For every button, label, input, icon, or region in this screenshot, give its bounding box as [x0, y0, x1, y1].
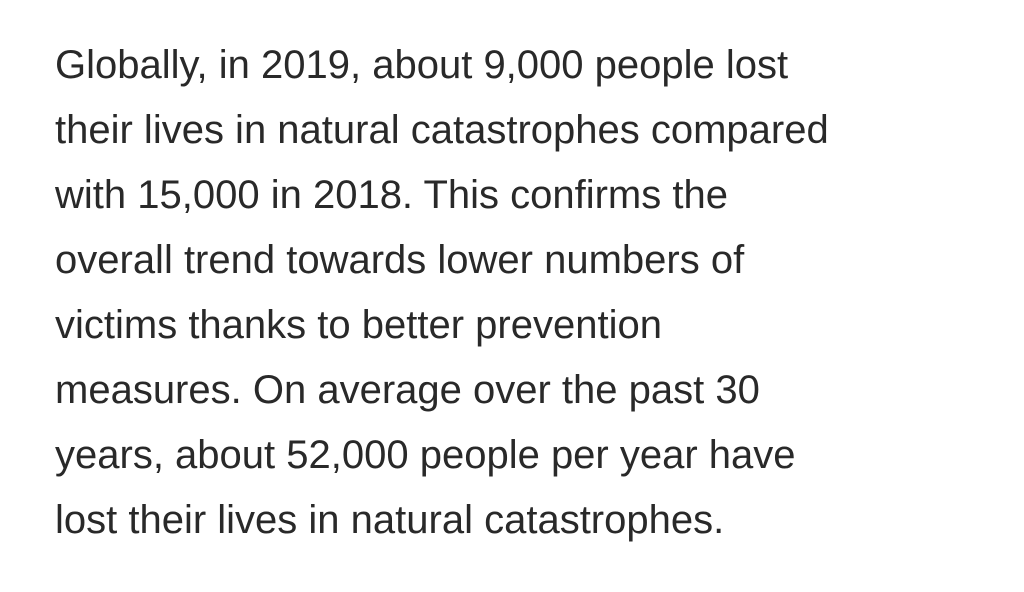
- text-line: victims thanks to better prevention: [55, 303, 662, 347]
- paragraph: Globally, in 2019, about 9,000 people lo…: [55, 33, 829, 553]
- text-line: lost their lives in natural catastrophes…: [55, 498, 725, 542]
- text-line: measures. On average over the past 30: [55, 368, 760, 412]
- text-line: their lives in natural catastrophes comp…: [55, 108, 829, 152]
- text-line: years, about 52,000 people per year have: [55, 433, 796, 477]
- text-line: overall trend towards lower numbers of: [55, 238, 745, 282]
- text-line: Globally, in 2019, about 9,000 people lo…: [55, 43, 789, 87]
- text-line: with 15,000 in 2018. This confirms the: [55, 173, 728, 217]
